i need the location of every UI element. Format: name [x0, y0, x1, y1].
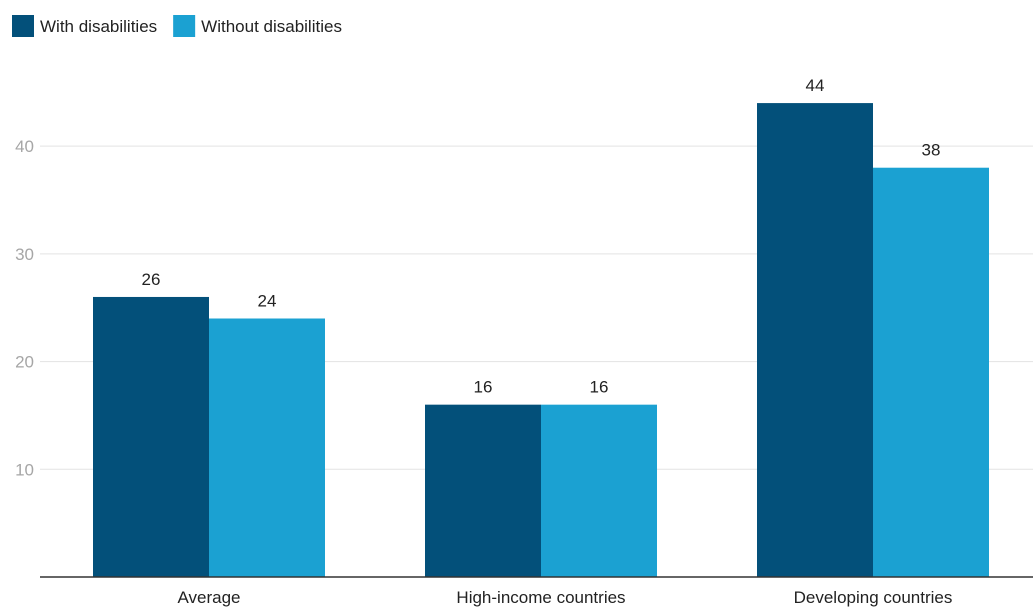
y-tick-label-30: 30 — [15, 245, 34, 264]
bar-with-disabilities-high-income-countries — [425, 404, 541, 577]
legend-label-without-disabilities: Without disabilities — [201, 17, 342, 36]
value-label-with-disabilities-high-income-countries: 16 — [474, 378, 493, 397]
value-label-without-disabilities-developing-countries: 38 — [922, 141, 941, 160]
bar-without-disabilities-developing-countries — [873, 167, 989, 578]
bar-without-disabilities-average — [209, 318, 325, 577]
legend-swatch-with-disabilities — [12, 15, 34, 37]
x-axis: Average High-income countries Developing c… — [40, 576, 1033, 607]
y-tick-label-40: 40 — [15, 137, 34, 156]
bars — [93, 103, 989, 578]
legend-label-with-disabilities: With disabilities — [40, 17, 157, 36]
data-labels: 26 24 16 16 44 38 — [142, 76, 941, 397]
x-tick-label-average: Average — [177, 588, 240, 607]
y-tick-label-10: 10 — [15, 460, 34, 479]
x-tick-label-developing-countries: Developing countries — [794, 588, 953, 607]
bar-without-disabilities-high-income-countries — [541, 404, 657, 577]
value-label-without-disabilities-high-income-countries: 16 — [590, 378, 609, 397]
y-tick-label-20: 20 — [15, 353, 34, 372]
value-label-without-disabilities-average: 24 — [258, 292, 277, 311]
y-axis: 10 20 30 40 — [15, 137, 34, 479]
legend: With disabilities Without disabilities — [12, 15, 342, 37]
bar-with-disabilities-developing-countries — [757, 103, 873, 577]
legend-swatch-without-disabilities — [173, 15, 196, 37]
value-label-with-disabilities-developing-countries: 44 — [806, 76, 825, 95]
x-tick-label-high-income-countries: High-income countries — [456, 588, 625, 607]
value-label-with-disabilities-average: 26 — [142, 270, 161, 289]
bar-with-disabilities-average — [93, 296, 209, 577]
